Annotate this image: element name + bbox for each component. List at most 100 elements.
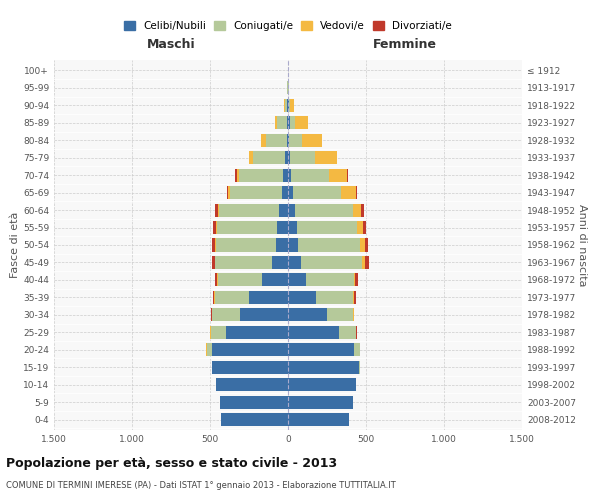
Bar — [355, 274, 358, 286]
Bar — [275, 116, 277, 130]
Bar — [227, 186, 228, 199]
Bar — [215, 291, 249, 304]
Bar — [229, 186, 282, 199]
Bar — [302, 134, 322, 147]
Bar — [288, 396, 353, 408]
Bar — [301, 256, 362, 269]
Bar — [288, 291, 316, 304]
Bar — [288, 308, 326, 322]
Y-axis label: Anni di nascita: Anni di nascita — [577, 204, 587, 286]
Bar — [216, 238, 277, 252]
Text: Femmine: Femmine — [373, 38, 437, 52]
Bar — [353, 291, 354, 304]
Bar — [288, 116, 290, 130]
Bar — [295, 204, 353, 216]
Bar — [288, 413, 349, 426]
Bar — [266, 134, 287, 147]
Bar — [290, 99, 294, 112]
Bar — [239, 308, 288, 322]
Bar — [211, 326, 226, 339]
Bar — [250, 151, 253, 164]
Bar — [221, 413, 288, 426]
Bar — [295, 116, 308, 130]
Bar — [287, 134, 288, 147]
Bar — [282, 186, 288, 199]
Text: Popolazione per età, sesso e stato civile - 2013: Popolazione per età, sesso e stato civil… — [6, 458, 337, 470]
Bar — [211, 308, 212, 322]
Bar — [316, 291, 353, 304]
Bar — [284, 99, 285, 112]
Bar — [212, 256, 215, 269]
Bar — [296, 221, 357, 234]
Bar — [226, 326, 288, 339]
Bar — [262, 274, 288, 286]
Bar — [285, 151, 288, 164]
Text: COMUNE DI TERMINI IMERESE (PA) - Dati ISTAT 1° gennaio 2013 - Elaborazione TUTTI: COMUNE DI TERMINI IMERESE (PA) - Dati IS… — [6, 481, 396, 490]
Bar — [215, 256, 272, 269]
Bar — [215, 274, 217, 286]
Bar — [288, 204, 295, 216]
Bar — [277, 238, 288, 252]
Bar — [288, 186, 293, 199]
Bar — [216, 378, 288, 391]
Bar — [288, 256, 301, 269]
Bar — [306, 274, 354, 286]
Text: Maschi: Maschi — [146, 38, 196, 52]
Bar — [288, 360, 359, 374]
Bar — [236, 168, 239, 181]
Bar — [315, 151, 337, 164]
Bar — [365, 256, 369, 269]
Bar — [293, 186, 341, 199]
Bar — [365, 238, 368, 252]
Bar — [363, 221, 366, 234]
Bar — [354, 291, 356, 304]
Bar — [353, 343, 360, 356]
Bar — [288, 99, 289, 112]
Bar — [329, 168, 347, 181]
Bar — [216, 221, 217, 234]
Bar — [289, 134, 302, 147]
Bar — [354, 274, 355, 286]
Bar — [288, 378, 356, 391]
Y-axis label: Fasce di età: Fasce di età — [10, 212, 20, 278]
Bar — [212, 308, 239, 322]
Bar — [213, 291, 214, 304]
Bar — [253, 151, 285, 164]
Bar — [290, 151, 315, 164]
Bar — [291, 168, 329, 181]
Bar — [288, 151, 290, 164]
Bar — [347, 168, 348, 181]
Bar — [362, 256, 365, 269]
Bar — [287, 116, 288, 130]
Bar — [288, 168, 291, 181]
Bar — [341, 186, 356, 199]
Bar — [280, 204, 288, 216]
Bar — [353, 204, 361, 216]
Bar — [207, 343, 212, 356]
Bar — [272, 256, 288, 269]
Bar — [359, 360, 360, 374]
Bar — [214, 221, 216, 234]
Bar — [249, 291, 288, 304]
Bar — [285, 99, 287, 112]
Bar — [288, 221, 296, 234]
Bar — [218, 274, 262, 286]
Bar — [277, 116, 287, 130]
Bar — [262, 134, 266, 147]
Bar — [215, 238, 216, 252]
Bar — [287, 99, 288, 112]
Bar — [356, 186, 358, 199]
Bar — [228, 186, 229, 199]
Bar — [353, 308, 355, 322]
Bar — [289, 99, 290, 112]
Bar — [212, 238, 215, 252]
Bar — [283, 168, 288, 181]
Bar — [220, 396, 288, 408]
Bar — [288, 238, 298, 252]
Bar — [217, 221, 277, 234]
Bar — [248, 151, 250, 164]
Bar — [218, 204, 280, 216]
Bar — [360, 238, 365, 252]
Bar — [361, 204, 364, 216]
Bar — [357, 221, 363, 234]
